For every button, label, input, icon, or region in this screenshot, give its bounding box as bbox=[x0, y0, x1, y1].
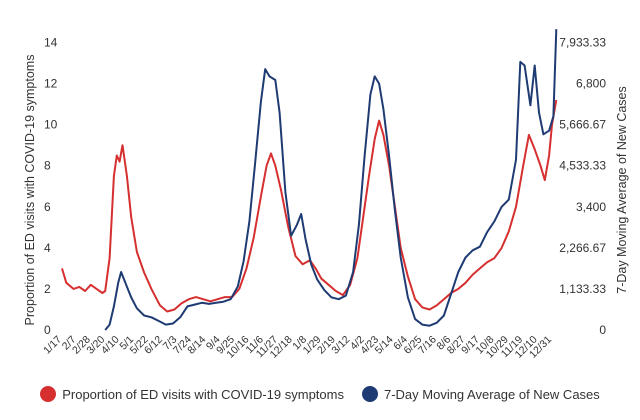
y-left-tick-label: 12 bbox=[44, 77, 58, 91]
y-left-tick-label: 8 bbox=[44, 159, 51, 173]
y-right-tick-label: 6,800 bbox=[576, 77, 606, 91]
legend-item-new-cases: 7-Day Moving Average of New Cases bbox=[361, 386, 600, 402]
legend-label-ed-visits: Proportion of ED visits with COVID-19 sy… bbox=[62, 386, 344, 402]
y-right-tick-label: 5,666.67 bbox=[559, 118, 606, 132]
y-right-tick-label: 7,933.33 bbox=[559, 36, 606, 50]
y-left-tick-label: 4 bbox=[44, 241, 51, 255]
y-left-axis-title: Proportion of ED visits with COVID-19 sy… bbox=[23, 55, 37, 326]
legend-swatch-navy-icon bbox=[361, 386, 378, 402]
dual-axis-line-chart: 0 2 4 6 8 10 12 14 0 1,133.33 2,266.67 3,400 4,533.3… bbox=[23, 29, 629, 361]
y-left-tick-label: 0 bbox=[44, 323, 51, 337]
y-right-tick-label: 4,533.33 bbox=[559, 159, 606, 173]
y-left-tick-label: 10 bbox=[44, 118, 58, 132]
y-right-tick-label: 3,400 bbox=[576, 200, 606, 214]
y-right-tick-label: 0 bbox=[599, 323, 606, 337]
y-right-tick-label: 2,266.67 bbox=[559, 241, 606, 255]
legend-label-new-cases: 7-Day Moving Average of New Cases bbox=[383, 386, 600, 402]
y-left-tick-label: 14 bbox=[44, 36, 58, 50]
legend-swatch-red-icon bbox=[40, 386, 57, 402]
y-right-axis-title: 7-Day Moving Average of New Cases bbox=[615, 86, 629, 294]
y-right-tick-label: 1,133.33 bbox=[559, 282, 606, 296]
legend-item-ed-visits: Proportion of ED visits with COVID-19 sy… bbox=[40, 386, 344, 402]
series-line-new-cases bbox=[104, 29, 558, 331]
legend: Proportion of ED visits with COVID-19 sy… bbox=[0, 386, 640, 402]
y-left-tick-label: 2 bbox=[44, 282, 51, 296]
series-line-ed-visits bbox=[61, 99, 558, 313]
y-left-tick-label: 6 bbox=[44, 200, 51, 214]
